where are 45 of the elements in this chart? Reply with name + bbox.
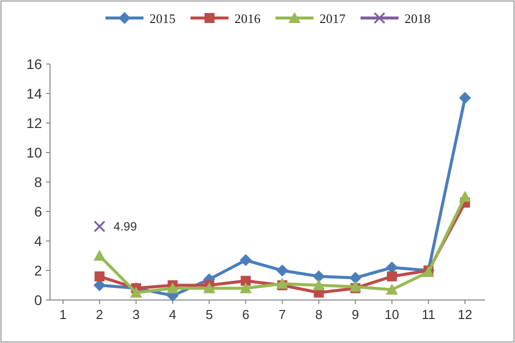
data-label: 4.99 [114,219,138,234]
point [459,190,471,202]
y-tick-label: 6 [34,204,42,220]
y-tick-label: 10 [26,144,42,160]
y-tick-label: 2 [34,262,42,278]
x-tick-label: 12 [458,307,472,322]
x-tick-label: 8 [315,307,322,322]
x-tick-label: 9 [352,307,359,322]
y-tick-label: 16 [26,56,42,72]
y-tick-label: 0 [34,292,42,308]
point [276,278,288,289]
point [94,250,106,261]
point [386,271,397,282]
point [166,282,179,294]
y-tick-label: 12 [26,115,42,131]
point [276,264,288,276]
legend-label: 2017 [320,11,346,26]
legend-label: 2016 [234,11,261,26]
legend-label: 2015 [150,11,176,26]
x-tick-label: 5 [206,307,213,322]
x-tick-label: 7 [278,307,286,322]
x-tick-label: 1 [59,307,67,322]
point [94,220,106,232]
point [240,254,252,266]
point [349,272,362,284]
point [94,271,105,282]
point [312,270,325,282]
x-tick-label: 6 [242,307,250,322]
point [459,92,471,104]
y-tick-label: 8 [34,174,42,190]
x-tick-label: 4 [169,307,176,322]
point [203,282,216,294]
legend-label: 2018 [404,11,430,26]
point [349,280,362,292]
x-tick-label: 10 [384,307,400,322]
point [312,279,325,290]
x-tick-label: 2 [96,307,104,322]
y-tick-label: 14 [26,86,42,102]
x-tick-label: 3 [132,307,140,322]
point [386,284,398,295]
point [240,276,251,286]
point [130,286,142,298]
point [240,282,252,294]
x-tick-label: 11 [422,307,436,322]
y-tick-label: 4 [34,233,42,249]
